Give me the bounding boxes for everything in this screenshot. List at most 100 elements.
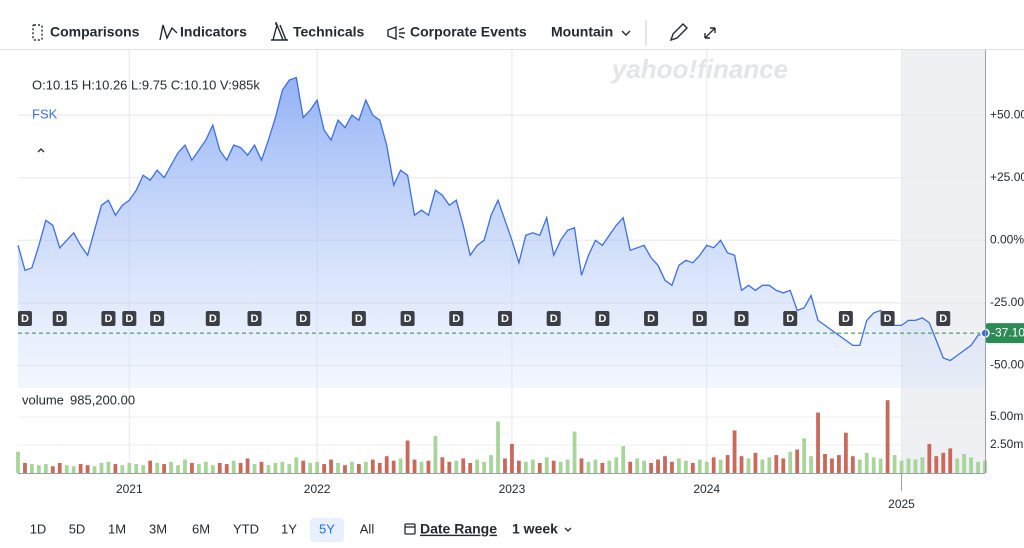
volume-bar — [315, 461, 320, 473]
volume-bar — [544, 457, 549, 473]
range-button[interactable]: 5D — [69, 521, 86, 536]
volume-bar — [503, 458, 507, 473]
volume-bar — [287, 464, 292, 473]
dividend-marker[interactable] — [644, 311, 659, 326]
dividend-label: D — [738, 313, 746, 325]
volume-bar — [607, 460, 612, 473]
range-button[interactable]: All — [360, 521, 375, 536]
dividend-marker[interactable] — [546, 311, 561, 326]
toolbar-item[interactable]: Indicators — [180, 24, 247, 40]
volume-bar — [106, 461, 111, 473]
volume-bar — [969, 457, 973, 473]
dividend-marker[interactable] — [449, 311, 464, 326]
dividend-marker[interactable] — [838, 311, 853, 326]
dividend-marker[interactable] — [595, 311, 610, 326]
range-button[interactable]: 6M — [192, 521, 210, 536]
volume-bar — [196, 464, 201, 473]
range-button[interactable]: 1M — [108, 521, 126, 536]
current-value-box — [985, 323, 1024, 344]
volume-bar — [99, 462, 104, 473]
volume-bar — [183, 459, 187, 473]
range-button[interactable]: YTD — [233, 521, 259, 536]
volume-bar — [670, 461, 674, 473]
volume-bar — [850, 456, 855, 473]
dividend-marker[interactable] — [936, 311, 951, 326]
volume-bar — [259, 461, 264, 473]
price-line — [17, 76, 986, 362]
volume-bar — [113, 464, 118, 473]
toolbar-icons — [32, 20, 716, 46]
volume-bar — [148, 460, 153, 473]
dividend-marker[interactable] — [247, 311, 262, 326]
y-tick-label: -50.00% — [990, 358, 1024, 372]
range-button[interactable]: 3M — [149, 521, 167, 536]
volume-bar — [642, 460, 647, 473]
dividend-marker[interactable] — [122, 311, 137, 326]
dividend-label: D — [299, 313, 307, 325]
period-shade — [901, 50, 985, 473]
expand-icon[interactable] — [704, 27, 716, 39]
range-button[interactable]: 5Y — [319, 521, 335, 536]
volume-bar — [941, 452, 946, 473]
dividend-marker[interactable] — [52, 311, 67, 326]
volume-bar — [774, 455, 779, 473]
volume-bar — [120, 465, 125, 473]
volume-bar — [433, 436, 438, 473]
volume-bar — [217, 462, 222, 473]
volume-bar — [558, 461, 563, 473]
volume-bar — [141, 465, 146, 473]
volume-bar — [301, 460, 306, 473]
volume-bar — [962, 453, 967, 473]
dividend-marker[interactable] — [296, 311, 311, 326]
volume-bar — [516, 460, 521, 473]
dividend-label: D — [939, 313, 947, 325]
volume-bar — [461, 458, 466, 473]
volume-bar — [892, 455, 897, 473]
volume-bar — [391, 460, 396, 473]
volume-bar — [913, 459, 918, 473]
volume-bar — [767, 457, 772, 473]
toolbar-item[interactable]: Corporate Events — [410, 24, 527, 40]
dividend-marker[interactable] — [692, 311, 707, 326]
dividend-label: D — [501, 313, 509, 325]
dividend-marker[interactable] — [497, 311, 512, 326]
volume-bar — [176, 465, 180, 473]
range-button[interactable]: 1D — [30, 521, 47, 536]
volume-bar — [322, 464, 327, 473]
dividend-marker[interactable] — [101, 311, 116, 326]
volume-bar — [489, 455, 493, 473]
interval-select[interactable]: 1 week — [512, 521, 558, 537]
volume-bar — [725, 455, 730, 473]
dividend-marker[interactable] — [17, 311, 32, 326]
y-tick-label: +25.00% — [990, 170, 1024, 184]
dividend-marker[interactable] — [351, 311, 366, 326]
range-button[interactable]: 1Y — [281, 521, 297, 536]
volume-bar — [635, 458, 640, 473]
calendar-icon — [404, 523, 416, 535]
volume-bar — [732, 430, 737, 473]
toolbar-item[interactable]: Comparisons — [50, 24, 140, 40]
y-tick-label: 0.00% — [990, 232, 1024, 246]
volume-bar — [43, 464, 48, 473]
events-icon — [387, 25, 405, 41]
volume-tick-label: 5.00m — [990, 409, 1023, 423]
volume-bar — [238, 462, 243, 473]
toolbar-item[interactable]: Mountain — [551, 24, 613, 40]
dividend-marker[interactable] — [205, 311, 220, 326]
dividend-label: D — [355, 313, 363, 325]
dividend-marker[interactable] — [880, 311, 895, 326]
volume-bar — [656, 459, 660, 473]
volume-bar — [593, 459, 598, 473]
volume-bar — [906, 458, 911, 473]
dividend-marker[interactable] — [734, 311, 749, 326]
draw-icon[interactable] — [669, 23, 688, 42]
collapse-icon[interactable] — [37, 148, 45, 153]
volume-bar — [92, 466, 97, 473]
dividend-marker[interactable] — [150, 311, 165, 326]
dividend-marker[interactable] — [400, 311, 415, 326]
date-range-button[interactable]: Date Range — [420, 521, 497, 537]
toolbar-item[interactable]: Technicals — [293, 24, 365, 40]
volume-bar — [155, 462, 160, 473]
dividend-marker[interactable] — [783, 311, 798, 326]
volume-readout: 985,200.00 — [70, 392, 135, 407]
